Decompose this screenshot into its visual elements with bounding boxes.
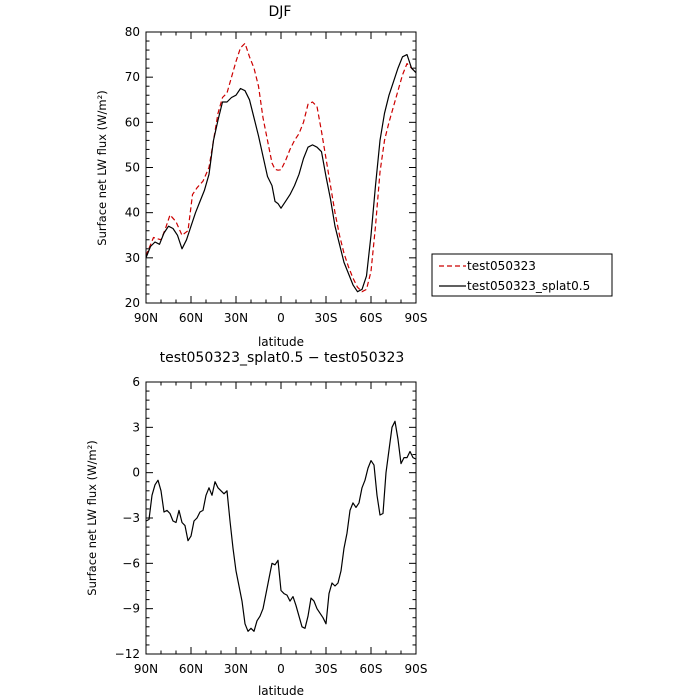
bottom-y-tick-label: 3 <box>132 420 140 434</box>
bottom-y-axis-label: Surface net LW flux (W/m²) <box>85 440 99 595</box>
top-x-tick-label: 60S <box>360 311 383 325</box>
bottom-y-tick-label: 6 <box>132 375 140 389</box>
bottom-plot-frame <box>145 381 417 655</box>
bottom-x-tick-label: 0 <box>277 662 285 676</box>
top-chart-title: DJF <box>269 4 292 20</box>
top-series-line-test050323 <box>145 42 417 293</box>
legend-label-test050323-splat0-5: test050323_splat0.5 <box>467 279 590 293</box>
top-y-tick-label: 30 <box>125 251 140 265</box>
bottom-series-line-difference <box>145 420 417 632</box>
bottom-x-tick-label: 30N <box>224 662 248 676</box>
bottom-x-tick-label: 90N <box>134 662 158 676</box>
top-y-tick-label: 50 <box>125 161 140 175</box>
bottom-x-tick-label: 90S <box>405 662 428 676</box>
bottom-y-tick-label: 0 <box>132 466 140 480</box>
bottom-x-tick-label: 30S <box>315 662 338 676</box>
top-plot-frame <box>145 31 417 304</box>
bottom-chart-title: test050323_splat0.5 − test050323 <box>160 350 405 366</box>
bottom-y-tick-label: −3 <box>122 511 140 525</box>
legend-box <box>431 253 613 297</box>
bottom-x-tick-label: 60N <box>179 662 203 676</box>
top-x-tick-label: 30S <box>315 311 338 325</box>
top-y-tick-label: 70 <box>125 70 140 84</box>
top-x-axis-label: latitude <box>258 335 304 349</box>
top-x-tick-label: 60N <box>179 311 203 325</box>
top-x-tick-label: 0 <box>277 311 285 325</box>
top-y-tick-label: 20 <box>125 296 140 310</box>
bottom-y-tick-label: −9 <box>122 602 140 616</box>
top-x-tick-label: 90S <box>405 311 428 325</box>
top-plot-area: 90N 60N 30N 0 30S 60S 90S 20 30 40 50 60 70 80 <box>125 25 428 325</box>
top-y-axis-label: Surface net LW flux (W/m²) <box>95 90 109 245</box>
legend: test050323 test050323_splat0.5 <box>431 253 613 297</box>
top-series-line-test050323-splat0-5 <box>145 53 417 293</box>
top-y-tick-label: 40 <box>125 206 140 220</box>
bottom-plot-area: 90N 60N 30N 0 30S 60S 90S 6 3 0 −3 −6 −9 −12 <box>115 375 428 676</box>
top-y-tick-label: 60 <box>125 115 140 129</box>
bottom-chart: test050323_splat0.5 − test050323 90N 60N 3… <box>85 350 427 698</box>
top-y-tick-label: 80 <box>125 25 140 39</box>
top-x-tick-label: 30N <box>224 311 248 325</box>
top-chart: DJF 90N 60N 30N 0 30S 60S 90S 20 30 40 50 60 70 80 la… <box>95 4 613 349</box>
bottom-x-axis-label: latitude <box>258 684 304 698</box>
bottom-y-tick-label: −6 <box>122 556 140 570</box>
bottom-y-tick-label: −12 <box>115 647 140 661</box>
legend-label-test050323: test050323 <box>467 259 536 273</box>
bottom-x-tick-label: 60S <box>360 662 383 676</box>
top-x-tick-label: 90N <box>134 311 158 325</box>
